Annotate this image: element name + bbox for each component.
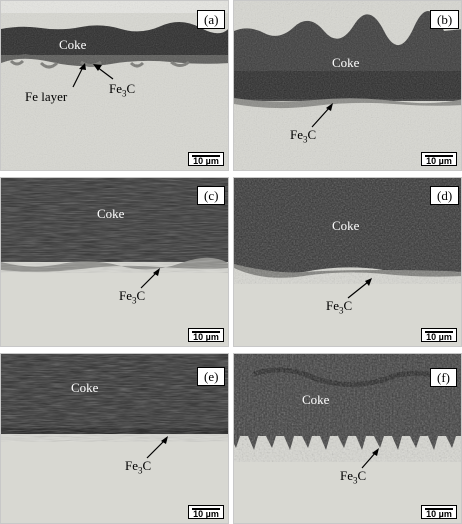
coke-label-c: Coke <box>97 206 125 221</box>
scale-text-a: 10 µm <box>193 156 219 166</box>
coke-label-b: Coke <box>332 55 360 70</box>
fe3c-label-c: Fe3C <box>119 288 146 306</box>
micrograph-panel-a: (a) Coke Fe layer Fe3C 10 µm <box>0 0 229 171</box>
fe-layer-label-a: Fe layer <box>25 89 68 104</box>
scale-text-d: 10 µm <box>426 332 452 342</box>
scale-bar-c: 10 µm <box>188 328 224 342</box>
coke-label-e: Coke <box>71 380 99 395</box>
micrograph-panel-b: (b) Coke Fe3C 10 µm <box>233 0 462 171</box>
coke-label-f: Coke <box>302 392 330 407</box>
scale-bar-d: 10 µm <box>421 328 457 342</box>
micrograph-image-f <box>234 354 461 523</box>
panel-label-c: (c) <box>197 186 226 205</box>
panel-label-d: (d) <box>430 186 460 205</box>
panel-label-a: (a) <box>197 10 226 29</box>
panel-label-b: (b) <box>430 10 460 29</box>
scale-bar-a: 10 µm <box>188 152 224 166</box>
micrograph-image-e <box>1 354 228 523</box>
panel-label-e: (e) <box>197 367 226 386</box>
fe3c-label-f: Fe3C <box>340 468 367 486</box>
fe3c-label-a: Fe3C <box>109 81 136 99</box>
micrograph-image-a <box>1 1 228 170</box>
scale-bar-b: 10 µm <box>421 152 457 166</box>
scale-bar-e: 10 µm <box>188 505 224 519</box>
scale-text-e: 10 µm <box>193 509 219 519</box>
micrograph-panel-e: (e) Coke Fe3C 10 µm <box>0 353 229 524</box>
panel-label-f: (f) <box>430 368 457 387</box>
coke-label-d: Coke <box>332 218 360 233</box>
fe3c-label-b: Fe3C <box>290 127 317 145</box>
scale-text-b: 10 µm <box>426 156 452 166</box>
scale-bar-f: 10 µm <box>421 505 457 519</box>
micrograph-image-d <box>234 178 461 346</box>
micrograph-image-b <box>234 1 461 170</box>
fe3c-label-e: Fe3C <box>125 458 152 476</box>
scale-text-c: 10 µm <box>193 332 219 342</box>
micrograph-panel-c: (c) Coke Fe3C 10 µm <box>0 177 229 347</box>
micrograph-image-c <box>1 178 228 346</box>
fe3c-label-d: Fe3C <box>326 298 353 316</box>
coke-label-a: Coke <box>59 37 87 52</box>
micrograph-panel-f: (f) Coke Fe3C 10 µm <box>233 353 462 524</box>
scale-text-f: 10 µm <box>426 509 452 519</box>
micrograph-panel-d: (d) Coke Fe3C 10 µm <box>233 177 462 347</box>
